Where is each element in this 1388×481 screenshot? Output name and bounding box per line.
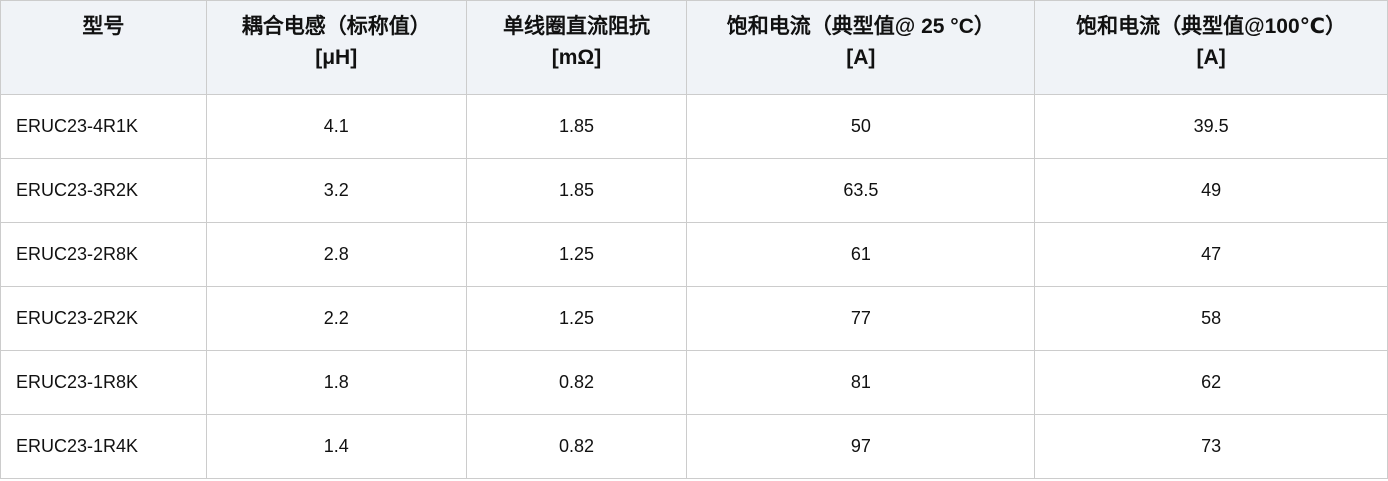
cell-isat100: 73 xyxy=(1034,414,1388,479)
cell-isat25: 81 xyxy=(686,350,1036,415)
cell-dcr: 0.82 xyxy=(465,350,688,415)
column-header-title: 型号 xyxy=(82,15,125,38)
cell-model: ERUC23-1R8K xyxy=(0,350,207,415)
cell-model: ERUC23-1R4K xyxy=(0,414,207,479)
cell-model: ERUC23-3R2K xyxy=(0,158,207,223)
column-header-title: 饱和电流（典型值@100℃） xyxy=(1076,15,1347,38)
column-header-isat25: 饱和电流（典型值@ 25 °C） [A] xyxy=(686,0,1036,95)
column-header-dcr: 单线圈直流阻抗 [mΩ] xyxy=(465,0,688,95)
cell-isat25: 97 xyxy=(686,414,1036,479)
cell-inductance: 1.4 xyxy=(205,414,467,479)
cell-model: ERUC23-4R1K xyxy=(0,94,207,159)
column-header-unit: [A] xyxy=(846,46,876,69)
table-row: ERUC23-4R1K 4.1 1.85 50 39.5 xyxy=(0,94,1388,159)
column-header-unit: [μH] xyxy=(315,46,358,69)
column-header-unit: [A] xyxy=(1196,46,1226,69)
cell-inductance: 2.8 xyxy=(205,222,467,287)
column-header-title: 单线圈直流阻抗 xyxy=(503,15,650,38)
column-header-model: 型号 xyxy=(0,0,207,95)
table-body: ERUC23-4R1K 4.1 1.85 50 39.5 ERUC23-3R2K 3.2 1.… xyxy=(0,94,1388,479)
column-header-inductance: 耦合电感（标称值） [μH] xyxy=(205,0,467,95)
column-header-title: 饱和电流（典型值@ 25 °C） xyxy=(726,15,995,38)
cell-isat100: 58 xyxy=(1034,286,1388,351)
cell-model: ERUC23-2R8K xyxy=(0,222,207,287)
table-row: ERUC23-2R2K 2.2 1.25 77 58 xyxy=(0,286,1388,351)
cell-isat25: 50 xyxy=(686,94,1036,159)
column-header-unit: [mΩ] xyxy=(551,46,602,69)
cell-isat100: 39.5 xyxy=(1034,94,1388,159)
cell-dcr: 1.85 xyxy=(465,94,688,159)
cell-isat25: 77 xyxy=(686,286,1036,351)
cell-model: ERUC23-2R2K xyxy=(0,286,207,351)
cell-dcr: 1.25 xyxy=(465,286,688,351)
cell-isat25: 63.5 xyxy=(686,158,1036,223)
table-header: 型号 耦合电感（标称值） [μH] 单线圈直流阻抗 [mΩ] 饱和电流（典型值@ 25 °… xyxy=(0,0,1388,95)
cell-dcr: 1.85 xyxy=(465,158,688,223)
cell-inductance: 4.1 xyxy=(205,94,467,159)
cell-dcr: 1.25 xyxy=(465,222,688,287)
column-header-title: 耦合电感（标称值） xyxy=(241,15,431,38)
table-row: ERUC23-3R2K 3.2 1.85 63.5 49 xyxy=(0,158,1388,223)
header-row: 型号 耦合电感（标称值） [μH] 单线圈直流阻抗 [mΩ] 饱和电流（典型值@ 25 °… xyxy=(0,0,1388,95)
cell-inductance: 1.8 xyxy=(205,350,467,415)
column-header-isat100: 饱和电流（典型值@100℃） [A] xyxy=(1034,0,1388,95)
table-row: ERUC23-1R4K 1.4 0.82 97 73 xyxy=(0,414,1388,479)
cell-isat25: 61 xyxy=(686,222,1036,287)
cell-isat100: 62 xyxy=(1034,350,1388,415)
cell-dcr: 0.82 xyxy=(465,414,688,479)
table-row: ERUC23-2R8K 2.8 1.25 61 47 xyxy=(0,222,1388,287)
cell-isat100: 47 xyxy=(1034,222,1388,287)
cell-isat100: 49 xyxy=(1034,158,1388,223)
cell-inductance: 2.2 xyxy=(205,286,467,351)
table-row: ERUC23-1R8K 1.8 0.82 81 62 xyxy=(0,350,1388,415)
cell-inductance: 3.2 xyxy=(205,158,467,223)
